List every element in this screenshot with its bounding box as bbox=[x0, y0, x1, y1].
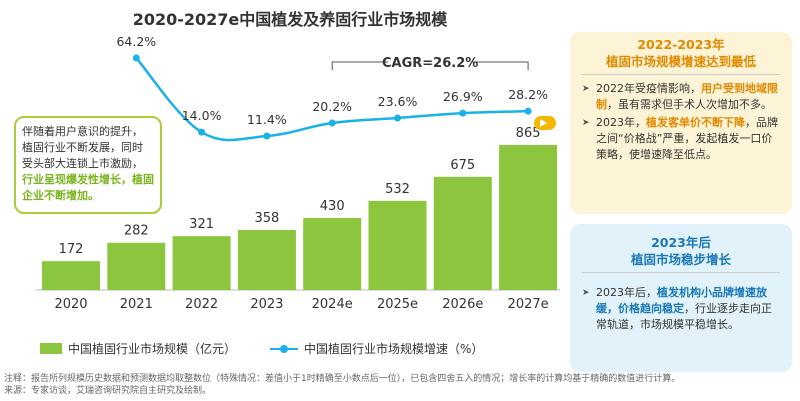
bar-value-label: 675 bbox=[450, 158, 475, 173]
legend-line-swatch bbox=[270, 344, 299, 353]
growth-rate-label: 11.4% bbox=[247, 112, 287, 127]
x-tick-label: 2024e bbox=[312, 297, 353, 312]
x-tick-label: 2027e bbox=[508, 297, 549, 312]
x-tick-label: 2020 bbox=[54, 297, 87, 312]
panel-title-line1: 2022-2023年 bbox=[637, 37, 725, 52]
growth-rate-point bbox=[459, 109, 467, 117]
legend-line-label: 中国植固行业市场规模增速（%） bbox=[304, 342, 484, 356]
insight-panel-2022-2023: 2022-2023年 植固市场规模增速达到最低 ➤ 2022年受疫情影响，用户受… bbox=[570, 32, 792, 214]
arrow-right-icon bbox=[534, 116, 556, 130]
growth-rate-point bbox=[394, 114, 401, 122]
panel-item: ➤ 2023年，植发客单价不断下降，品牌之间“价格战”严重，发起植发一口价策略，… bbox=[582, 115, 782, 163]
growth-rate-label: 20.2% bbox=[312, 99, 352, 114]
panel-item: ➤ 2022年受疫情影响，用户受到地域限制，虽有需求但手术人次增加不多。 bbox=[582, 81, 782, 113]
insight-panel-after-2023: 2023年后 植固市场稳步增长 ➤ 2023年后，植发机构小品牌增速放缓，价格趋… bbox=[570, 224, 792, 372]
panel-title: 2022-2023年 植固市场规模增速达到最低 bbox=[570, 32, 792, 75]
bar bbox=[42, 261, 100, 290]
item-highlight: 用户受到地域限制 bbox=[596, 82, 778, 111]
callout-line: 伴随着用户意识的提升， bbox=[22, 125, 143, 138]
panel-title: 2023年后 植固市场稳步增长 bbox=[570, 224, 792, 273]
growth-rate-label: 64.2% bbox=[116, 34, 156, 49]
bar bbox=[172, 236, 231, 290]
legend-bar-swatch bbox=[40, 343, 62, 354]
bar bbox=[237, 229, 296, 290]
chart-title: 2020-2027e中国植发及养固行业市场规模 bbox=[132, 10, 448, 29]
triangle-bullet-icon: ➤ bbox=[582, 118, 590, 128]
cagr-label-bg bbox=[388, 53, 473, 71]
bar bbox=[433, 176, 492, 290]
item-highlight: 植发客单价不断下降 bbox=[646, 116, 745, 129]
item-text: ，品牌之间“价格战”严重，发起植发一口价策略，使增速降至低点。 bbox=[596, 116, 778, 161]
item-text: ，虽有需求但手术人次增加不多。 bbox=[607, 98, 772, 111]
growth-rate-point bbox=[328, 119, 336, 127]
bar bbox=[107, 242, 166, 290]
triangle-bullet-icon: ➤ bbox=[582, 288, 590, 298]
callout-line: 受头部大连锁上市激励， bbox=[22, 157, 143, 170]
bar-value-label: 358 bbox=[254, 211, 279, 226]
panel-title-line1: 2023年后 bbox=[651, 235, 711, 250]
footnotes: 注释：报告所列规模历史数据和预测数据均取整数位（特殊情况：差值小于1时精确至小数… bbox=[4, 373, 680, 397]
growth-rate-point bbox=[198, 128, 206, 136]
bar-value-label: 430 bbox=[320, 199, 345, 214]
x-tick-label: 2025e bbox=[377, 297, 418, 312]
panel-title-line2: 植固市场稳步增长 bbox=[630, 252, 731, 267]
bar-value-label: 865 bbox=[516, 126, 541, 141]
x-tick-label: 2026e bbox=[442, 297, 483, 312]
panel-title-line2: 植固市场规模增速达到最低 bbox=[605, 54, 756, 69]
item-highlight: 植发机构小品牌增速放缓，价格趋向稳定 bbox=[596, 286, 767, 315]
growth-rate-point bbox=[132, 54, 140, 62]
bar-value-label: 321 bbox=[189, 217, 214, 232]
bar bbox=[499, 145, 558, 290]
note-line: 注释：报告所列规模历史数据和预测数据均取整数位（特殊情况：差值小于1时精确至小数… bbox=[4, 374, 681, 384]
bar-value-label: 532 bbox=[385, 182, 410, 197]
x-tick-label: 2023 bbox=[250, 297, 283, 312]
callout-box: 伴随着用户意识的提升， 植固行业不断发展，同时 受头部大连锁上市激励， 行业呈现… bbox=[14, 116, 162, 214]
bar-value-label: 282 bbox=[124, 224, 149, 239]
x-tick-label: 2022 bbox=[185, 297, 218, 312]
growth-rate-label: 14.0% bbox=[182, 108, 222, 123]
growth-rate-label: 26.9% bbox=[443, 89, 483, 104]
source-line: 来源：专家访谈，艾瑞咨询研究院自主研究及绘制。 bbox=[4, 386, 212, 396]
item-text: 2022年受疫情影响， bbox=[596, 82, 701, 95]
growth-rate-label: 28.2% bbox=[508, 87, 548, 102]
panel-item: ➤ 2023年后，植发机构小品牌增速放缓，价格趋向稳定，行业逐步走向正常轨道，市… bbox=[582, 285, 782, 333]
item-text: 2023年， bbox=[596, 116, 646, 129]
triangle-bullet-icon: ➤ bbox=[582, 84, 590, 94]
legend: 中国植固行业市场规模（亿元） 中国植固行业市场规模增速（%） bbox=[40, 340, 483, 357]
cagr-label: CAGR=26.2% bbox=[382, 56, 478, 71]
x-tick-label: 2021 bbox=[120, 297, 153, 312]
callout-highlight: 行业呈现爆发性增长，植固企业不断增加。 bbox=[22, 173, 154, 202]
growth-rate-point bbox=[524, 107, 532, 115]
bar bbox=[303, 217, 362, 290]
bar bbox=[368, 200, 427, 290]
item-text: ，行业逐步走向正常轨道，市场规模平稳增长。 bbox=[596, 302, 772, 331]
bar-value-label: 172 bbox=[59, 242, 84, 257]
callout-line: 植固行业不断发展，同时 bbox=[22, 141, 143, 154]
item-text: 2023年后， bbox=[596, 286, 657, 299]
growth-rate-point bbox=[263, 132, 271, 140]
growth-rate-label: 23.6% bbox=[378, 94, 418, 109]
legend-bar-label: 中国植固行业市场规模（亿元） bbox=[68, 342, 237, 356]
